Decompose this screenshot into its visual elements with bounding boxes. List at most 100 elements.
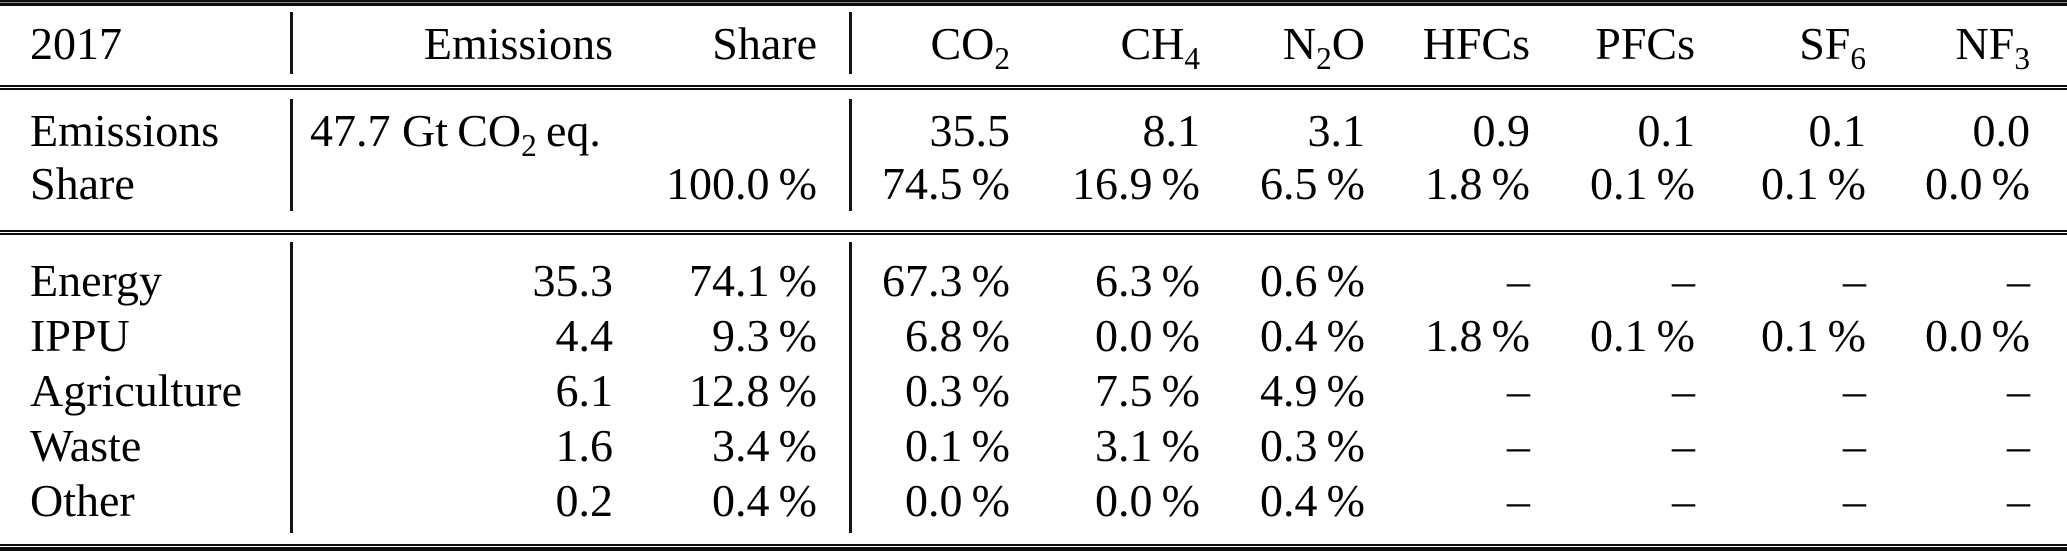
- cell-n2o: 4.9 %: [1259, 364, 1365, 416]
- cell-pfcs: 0.1 %: [1589, 309, 1695, 361]
- row-waste: Waste 1.6 3.4 % 0.1 % 3.1 % 0.3 % – – – …: [0, 418, 2067, 473]
- cell-share: 74.1 %: [688, 254, 817, 306]
- cell-nf3: –: [2007, 419, 2030, 471]
- cell-nf3: 0.0: [1972, 104, 2031, 156]
- row-label: Emissions: [30, 104, 220, 156]
- cell-pfcs: 0.1 %: [1589, 157, 1695, 209]
- cell-ch4: 8.1: [1142, 104, 1201, 156]
- cell-sf6: 0.1 %: [1760, 309, 1866, 361]
- cell-ch4: 6.3 %: [1094, 254, 1200, 306]
- cell-n2o: 0.4 %: [1259, 474, 1365, 526]
- cell-sf6: –: [1843, 254, 1866, 306]
- top-rule-gap: [0, 2, 2067, 3]
- cell-hfcs: 1.8 %: [1424, 157, 1530, 209]
- cell-co2: 74.5 %: [881, 157, 1010, 209]
- cell-ch4: 7.5 %: [1094, 364, 1200, 416]
- section-rule-lower: [0, 233, 2067, 236]
- cell-ch4: 3.1 %: [1094, 419, 1200, 471]
- section-rule-upper: [0, 230, 2067, 233]
- cell-share: 0.4 %: [711, 474, 817, 526]
- cell-nf3: –: [2007, 474, 2030, 526]
- row-energy: Energy 35.3 74.1 % 67.3 % 6.3 % 0.6 % – …: [0, 253, 2067, 308]
- cell-hfcs: 0.9: [1472, 104, 1531, 156]
- cell-n2o: 0.6 %: [1259, 254, 1365, 306]
- col-header-emissions: Emissions: [423, 18, 613, 69]
- vertical-bar-share-header: [849, 12, 852, 74]
- row-label: Share: [30, 157, 135, 209]
- cell-nf3: 0.0 %: [1924, 309, 2030, 361]
- cell-hfcs: –: [1507, 364, 1530, 416]
- cell-co2: 0.1 %: [904, 419, 1010, 471]
- cell-hfcs: –: [1507, 419, 1530, 471]
- row-label: Other: [30, 474, 135, 526]
- cell-share: 3.4 %: [711, 419, 817, 471]
- row-ippu: IPPU 4.4 9.3 % 6.8 % 0.0 % 0.4 % 1.8 % 0…: [0, 308, 2067, 363]
- cell-sf6: 0.1 %: [1760, 157, 1866, 209]
- row-label: IPPU: [30, 309, 130, 361]
- cell-ch4: 0.0 %: [1094, 474, 1200, 526]
- top-rule-upper: [0, 0, 2067, 3]
- bottom-rule-upper: [0, 543, 2067, 546]
- col-header-hfcs: HFCs: [1422, 18, 1530, 69]
- cell-sf6: –: [1843, 419, 1866, 471]
- col-header-sf6: SF6: [1799, 18, 1866, 77]
- vertical-bar-share-summary: [849, 99, 852, 211]
- col-header-nf3: NF3: [1955, 18, 2030, 77]
- col-header-co2: CO2: [930, 18, 1010, 77]
- cell-total-emissions: 47.7 Gt CO2 eq.: [310, 104, 601, 163]
- vertical-bar-label-sectors: [290, 242, 293, 533]
- cell-pfcs: –: [1672, 364, 1695, 416]
- cell-hfcs: –: [1507, 474, 1530, 526]
- cell-co2: 6.8 %: [904, 309, 1010, 361]
- cell-hfcs: –: [1507, 254, 1530, 306]
- row-emissions: Emissions 47.7 Gt CO2 eq. 35.5 8.1 3.1 0…: [0, 104, 2067, 163]
- cell-pfcs: –: [1672, 474, 1695, 526]
- row-label: Agriculture: [30, 364, 243, 416]
- cell-n2o: 6.5 %: [1259, 157, 1365, 209]
- top-rule-lower: [0, 3, 2067, 6]
- cell-n2o: 0.3 %: [1259, 419, 1365, 471]
- col-header-n2o: N2O: [1282, 18, 1365, 77]
- cell-emissions: 4.4: [555, 309, 614, 361]
- header-rule-upper: [0, 85, 2067, 88]
- header-rule-lower: [0, 88, 2067, 91]
- cell-sf6: –: [1843, 364, 1866, 416]
- vertical-bar-label-summary: [290, 99, 293, 211]
- cell-ch4: 16.9 %: [1071, 157, 1200, 209]
- cell-nf3: –: [2007, 364, 2030, 416]
- cell-n2o: 0.4 %: [1259, 309, 1365, 361]
- cell-sf6: 0.1: [1808, 104, 1867, 156]
- cell-sf6: –: [1843, 474, 1866, 526]
- cell-pfcs: –: [1672, 419, 1695, 471]
- cell-share: 9.3 %: [711, 309, 817, 361]
- row-agriculture: Agriculture 6.1 12.8 % 0.3 % 7.5 % 4.9 %…: [0, 363, 2067, 418]
- bottom-rule-lower: [0, 547, 2067, 551]
- cell-co2: 67.3 %: [881, 254, 1010, 306]
- header-row: 2017 Emissions Share CO2 CH4 N2O HFCs PF…: [0, 0, 2067, 88]
- cell-nf3: 0.0 %: [1924, 157, 2030, 209]
- cell-hfcs: 1.8 %: [1424, 309, 1530, 361]
- cell-emissions: 6.1: [555, 364, 614, 416]
- col-header-share: Share: [712, 18, 817, 69]
- cell-co2: 35.5: [929, 104, 1011, 156]
- col-header-pfcs: PFCs: [1595, 18, 1695, 69]
- year-header: 2017: [30, 18, 122, 69]
- row-share: Share 100.0 % 74.5 % 16.9 % 6.5 % 1.8 % …: [0, 157, 2067, 210]
- row-label: Waste: [30, 419, 142, 471]
- cell-pfcs: 0.1: [1637, 104, 1696, 156]
- col-header-ch4: CH4: [1120, 18, 1200, 77]
- spacer-row: [0, 88, 2067, 104]
- cell-emissions: 0.2: [555, 474, 614, 526]
- row-label: Energy: [30, 254, 163, 306]
- row-other: Other 0.2 0.4 % 0.0 % 0.0 % 0.4 % – – – …: [0, 473, 2067, 528]
- vertical-bar-share-sectors: [849, 242, 852, 533]
- cell-nf3: –: [2007, 254, 2030, 306]
- cell-total-share: 100.0 %: [665, 157, 817, 209]
- cell-emissions: 35.3: [532, 254, 614, 306]
- cell-co2: 0.0 %: [904, 474, 1010, 526]
- cell-co2: 0.3 %: [904, 364, 1010, 416]
- cell-emissions: 1.6: [555, 419, 614, 471]
- cell-share: 12.8 %: [688, 364, 817, 416]
